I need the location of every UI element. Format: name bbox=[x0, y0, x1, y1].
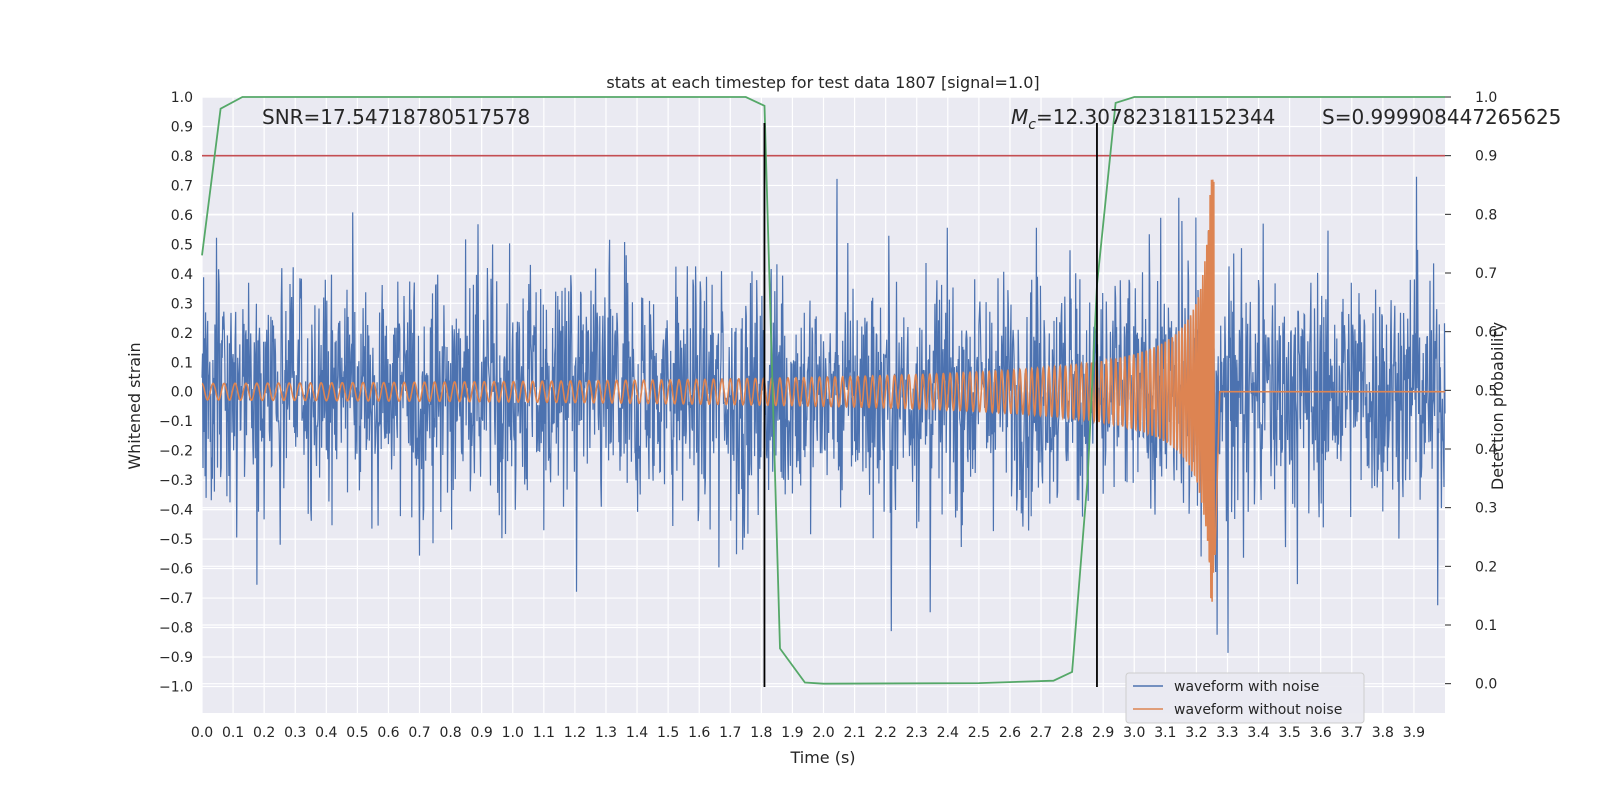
y2-tick-labels: 1.0 0.9 0.8 0.7 0.6 0.5 0.4 0.3 0.2 0.1 0.0 bbox=[1445, 90, 1497, 693]
x-tick-label: 3.3 bbox=[1216, 725, 1238, 741]
y-tick-label: 0.2 bbox=[171, 326, 193, 342]
x-tick-label: 1.7 bbox=[719, 725, 741, 741]
y-tick-labels: 1.0 0.9 0.8 0.7 0.6 0.5 0.4 0.3 0.2 0.1 0.0 −0.1 −0.… bbox=[159, 90, 193, 695]
x-tick-label: 2.6 bbox=[999, 725, 1021, 741]
event-markers bbox=[763, 123, 1098, 687]
y-tick-label: −0.2 bbox=[159, 444, 193, 460]
chirp-mass-value: =12.307823181152344 bbox=[1036, 105, 1275, 129]
y2-tick-label: 0.5 bbox=[1475, 383, 1497, 399]
x-tick-label: 0.2 bbox=[253, 725, 275, 741]
x-tick-label: 3.8 bbox=[1372, 725, 1394, 741]
y2-tick-label: 0.1 bbox=[1475, 618, 1497, 634]
y-tick-label: −0.9 bbox=[159, 650, 193, 666]
x-tick-label: 3.9 bbox=[1403, 725, 1425, 741]
x-tick-label: 0.9 bbox=[471, 725, 493, 741]
x-tick-label: 0.6 bbox=[377, 725, 399, 741]
x-tick-label: 0.8 bbox=[439, 725, 461, 741]
y-tick-label: −0.6 bbox=[159, 562, 193, 578]
x-tick-label: 0.5 bbox=[346, 725, 368, 741]
y-tick-label: 1.0 bbox=[171, 90, 193, 106]
x-tick-label: 1.8 bbox=[750, 725, 772, 741]
x-tick-label: 1.2 bbox=[564, 725, 586, 741]
x-tick-label: 1.1 bbox=[533, 725, 555, 741]
x-tick-label: 2.3 bbox=[906, 725, 928, 741]
y-tick-label: 0.0 bbox=[171, 385, 193, 401]
x-tick-label: 3.2 bbox=[1185, 725, 1207, 741]
y-tick-label: 0.6 bbox=[171, 208, 193, 224]
y-tick-label: 0.3 bbox=[171, 296, 193, 312]
chart-title: stats at each timestep for test data 180… bbox=[606, 73, 1039, 92]
x-tick-labels: 0.0 0.1 0.2 0.3 0.4 0.5 0.6 0.7 0.8 0.9 1.0 1.1 1.2 1… bbox=[191, 725, 1425, 741]
y2-tick-label: 0.3 bbox=[1475, 501, 1497, 517]
y-tick-label: 0.4 bbox=[171, 267, 193, 283]
x-tick-label: 1.0 bbox=[502, 725, 524, 741]
x-tick-label: 2.5 bbox=[968, 725, 990, 741]
y-tick-label: −0.5 bbox=[159, 532, 193, 548]
s-annotation: S=0.999908447265625 bbox=[1322, 105, 1561, 129]
y-tick-label: 0.5 bbox=[171, 237, 193, 253]
y2-tick-label: 0.2 bbox=[1475, 559, 1497, 575]
x-tick-label: 0.7 bbox=[408, 725, 430, 741]
x-tick-label: 2.4 bbox=[937, 725, 959, 741]
clean-waveform-line bbox=[201, 179, 1445, 602]
y2-tick-label: 0.8 bbox=[1475, 207, 1497, 223]
x-tick-label: 3.1 bbox=[1154, 725, 1176, 741]
x-tick-label: 2.1 bbox=[843, 725, 865, 741]
y-axis-title: Whitened strain bbox=[125, 342, 144, 469]
y-tick-label: 0.9 bbox=[171, 119, 193, 135]
x-tick-label: 0.4 bbox=[315, 725, 337, 741]
y2-tick-label: 0.9 bbox=[1475, 149, 1497, 165]
x-tick-label: 2.7 bbox=[1030, 725, 1052, 741]
x-tick-label: 3.7 bbox=[1341, 725, 1363, 741]
x-axis-title: Time (s) bbox=[789, 748, 855, 767]
detection-probability-line bbox=[201, 96, 1445, 685]
detection-probability-series bbox=[201, 96, 1445, 685]
legend-label-noise: waveform with noise bbox=[1174, 679, 1319, 695]
chirp-mass-symbol: M bbox=[1011, 105, 1028, 129]
x-tick-label: 1.4 bbox=[626, 725, 648, 741]
y2-tick-label: 0.6 bbox=[1475, 325, 1497, 341]
chirp-mass-annotation: Mc=12.307823181152344 bbox=[1011, 105, 1275, 133]
y2-tick-label: 0.4 bbox=[1475, 442, 1497, 458]
x-tick-label: 2.9 bbox=[1092, 725, 1114, 741]
x-tick-label: 2.0 bbox=[812, 725, 834, 741]
y2-tick-label: 0.0 bbox=[1475, 677, 1497, 693]
y-tick-label: −0.3 bbox=[159, 473, 193, 489]
y-tick-label: −1.0 bbox=[159, 679, 193, 695]
waveform-with-noise-series bbox=[201, 176, 1446, 653]
legend-label-clean: waveform without noise bbox=[1174, 702, 1342, 718]
y2-tick-label: 1.0 bbox=[1475, 90, 1497, 106]
x-tick-label: 0.0 bbox=[191, 725, 213, 741]
x-tick-label: 1.6 bbox=[688, 725, 710, 741]
y-tick-label: 0.8 bbox=[171, 149, 193, 165]
y2-axis-title: Detection probability bbox=[1488, 322, 1507, 490]
y-tick-label: −0.4 bbox=[159, 503, 193, 519]
waveform-without-noise-series bbox=[201, 179, 1445, 602]
y-tick-label: 0.1 bbox=[171, 355, 193, 371]
x-tick-label: 3.6 bbox=[1310, 725, 1332, 741]
y-tick-label: 0.7 bbox=[171, 178, 193, 194]
x-tick-label: 3.4 bbox=[1247, 725, 1269, 741]
y-tick-label: −0.8 bbox=[159, 621, 193, 637]
y-tick-label: −0.7 bbox=[159, 591, 193, 607]
x-tick-label: 1.3 bbox=[595, 725, 617, 741]
x-tick-label: 3.0 bbox=[1123, 725, 1145, 741]
x-tick-label: 0.3 bbox=[284, 725, 306, 741]
x-tick-label: 2.8 bbox=[1061, 725, 1083, 741]
legend: waveform with noise waveform without noi… bbox=[1125, 672, 1365, 724]
noisy-waveform-line bbox=[201, 176, 1446, 653]
x-tick-label: 1.9 bbox=[781, 725, 803, 741]
chirp-mass-subscript: c bbox=[1028, 117, 1036, 133]
x-tick-label: 3.5 bbox=[1278, 725, 1300, 741]
x-tick-label: 0.1 bbox=[222, 725, 244, 741]
x-tick-label: 2.2 bbox=[875, 725, 897, 741]
x-tick-label: 1.5 bbox=[657, 725, 679, 741]
legend-box bbox=[1125, 672, 1365, 724]
y2-tick-label: 0.7 bbox=[1475, 266, 1497, 282]
y-tick-label: −0.1 bbox=[159, 414, 193, 430]
snr-annotation: SNR=17.54718780517578 bbox=[262, 105, 530, 129]
